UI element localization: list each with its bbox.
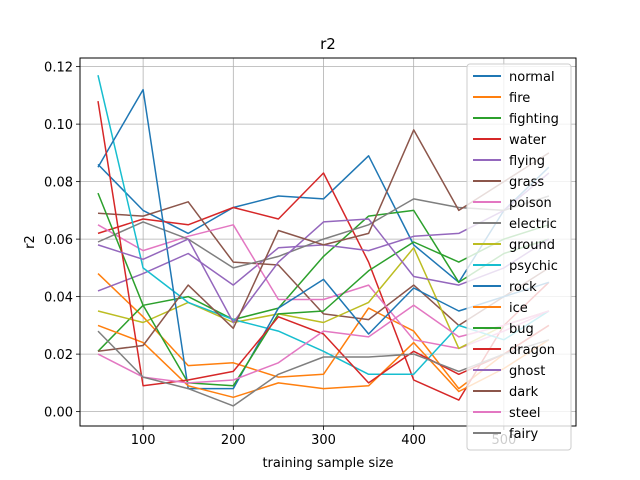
x-tick-label: 100 <box>131 433 156 448</box>
legend-label-poison: poison <box>509 196 552 211</box>
legend-label-rock: rock <box>509 280 537 295</box>
legend-label-steel: steel <box>509 406 540 421</box>
x-tick-label: 400 <box>401 433 426 448</box>
legend-label-normal: normal <box>509 70 555 85</box>
legend-label-water: water <box>509 133 547 148</box>
y-tick-label: 0.08 <box>44 176 73 191</box>
y-tick-label: 0.04 <box>44 291 73 306</box>
legend-label-electric: electric <box>509 217 557 232</box>
y-tick-label: 0.00 <box>44 406 73 421</box>
legend-label-psychic: psychic <box>509 259 558 274</box>
y-tick-label: 0.12 <box>44 61 73 76</box>
x-tick-label: 200 <box>221 433 246 448</box>
legend-label-grass: grass <box>509 175 544 190</box>
y-axis-label: r2 <box>23 235 38 249</box>
legend-label-bug: bug <box>509 322 534 337</box>
legend-label-dark: dark <box>509 385 539 400</box>
y-tick-label: 0.10 <box>44 118 73 133</box>
legend-label-fighting: fighting <box>509 112 559 127</box>
y-tick-label: 0.02 <box>44 348 73 363</box>
x-axis-label: training sample size <box>262 456 393 471</box>
y-tick-label: 0.06 <box>44 233 73 248</box>
legend-label-ground: ground <box>509 238 555 253</box>
chart-title: r2 <box>320 35 336 53</box>
x-tick-label: 300 <box>311 433 336 448</box>
legend-label-dragon: dragon <box>509 343 555 358</box>
legend: normal fire fighting water flying grass poison… <box>466 63 572 451</box>
legend-label-flying: flying <box>509 154 545 169</box>
legend-label-fairy: fairy <box>509 427 538 442</box>
legend-label-fire: fire <box>509 91 530 106</box>
legend-label-ice: ice <box>509 301 528 316</box>
legend-label-ghost: ghost <box>509 364 545 379</box>
y-axis-ticks: 0.00 0.02 0.04 0.06 0.08 0.10 0.12 <box>44 61 80 421</box>
plot-frame <box>79 57 577 427</box>
